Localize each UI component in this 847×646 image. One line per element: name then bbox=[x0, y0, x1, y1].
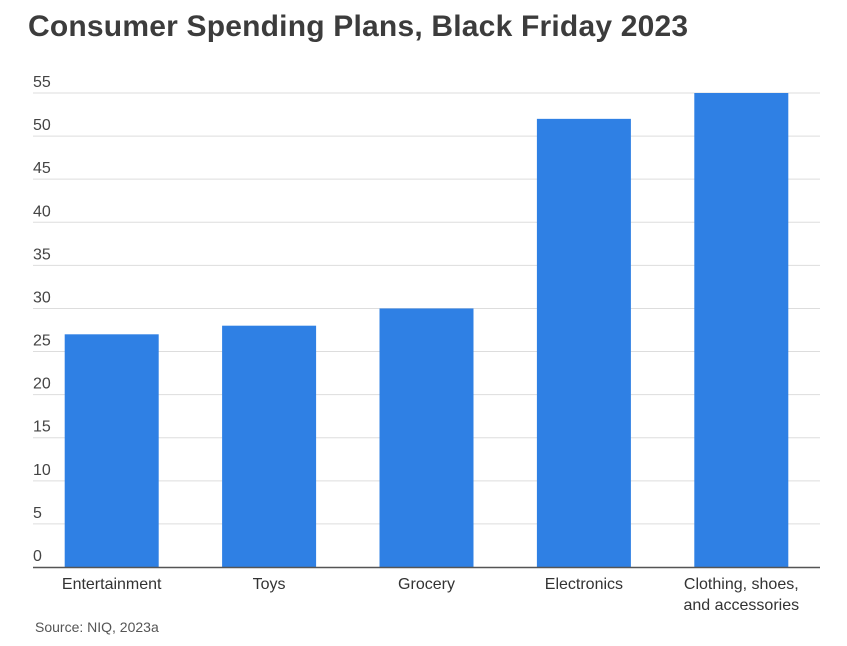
y-axis-ticks: 0 5 10 15 20 25 30 35 40 45 50 55 bbox=[33, 74, 51, 565]
source-note: Source: NIQ, 2023a bbox=[35, 619, 159, 635]
bar-clothing-shoes-and-accessories bbox=[694, 93, 789, 567]
x-tick-label: Clothing, shoes, and accessories bbox=[683, 576, 799, 614]
bar-electronics bbox=[536, 118, 631, 567]
y-tick-label-40: 40 bbox=[33, 203, 51, 220]
x-axis-labels: Entertainment Toys Grocery Electronics Cloth… bbox=[62, 576, 799, 614]
y-tick-label-0: 0 bbox=[33, 548, 42, 565]
y-tick-label-35: 35 bbox=[33, 246, 51, 263]
y-tick-label-30: 30 bbox=[33, 289, 51, 306]
x-tick-label: Grocery bbox=[398, 576, 455, 593]
bar-entertainment bbox=[64, 334, 159, 567]
x-tick-label: Electronics bbox=[545, 576, 623, 593]
y-tick-label-55: 55 bbox=[33, 74, 51, 91]
bars bbox=[64, 93, 789, 567]
bar-grocery bbox=[379, 308, 474, 567]
y-tick-label-20: 20 bbox=[33, 376, 51, 393]
y-tick-label-25: 25 bbox=[33, 333, 51, 350]
x-tick-label: Entertainment bbox=[62, 576, 162, 593]
y-tick-label-5: 5 bbox=[33, 505, 42, 522]
y-tick-label-15: 15 bbox=[33, 419, 51, 436]
y-tick-label-10: 10 bbox=[33, 462, 51, 479]
chart-title: Consumer Spending Plans, Black Friday 20… bbox=[28, 10, 689, 43]
y-tick-label-45: 45 bbox=[33, 160, 51, 177]
x-tick-label: Toys bbox=[253, 576, 286, 593]
y-tick-label-50: 50 bbox=[33, 117, 51, 134]
bar-toys bbox=[222, 325, 317, 567]
